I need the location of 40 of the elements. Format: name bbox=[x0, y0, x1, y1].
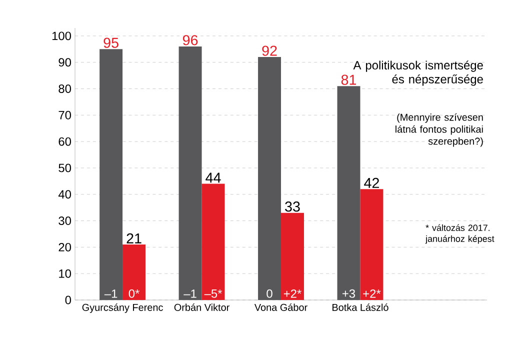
y-tick-label: 80 bbox=[58, 84, 72, 93]
y-tick-label: 90 bbox=[58, 58, 72, 67]
annotation: –1 bbox=[184, 290, 196, 298]
y-tick-label: 20 bbox=[58, 242, 72, 252]
x-tick-label: Gyurcsány Ferenc bbox=[82, 304, 163, 313]
data-label: 21 bbox=[126, 233, 142, 244]
y-tick-label: 10 bbox=[59, 269, 72, 278]
x-tick-label: Botka László bbox=[332, 304, 388, 311]
y-tick-label: 100 bbox=[52, 32, 72, 40]
annotation: +3 bbox=[342, 289, 356, 298]
data-label: 33 bbox=[285, 202, 300, 212]
annotation: +2* bbox=[363, 289, 381, 298]
data-label: 95 bbox=[104, 38, 118, 48]
y-tick-label: 40 bbox=[58, 190, 72, 199]
bar bbox=[281, 212, 304, 300]
data-label: 44 bbox=[206, 172, 221, 183]
bar bbox=[202, 184, 225, 300]
annotation: 0 bbox=[266, 289, 272, 298]
y-tick-label: 60 bbox=[58, 137, 72, 146]
annotation: +2* bbox=[284, 289, 302, 298]
bar bbox=[360, 189, 384, 300]
x-tick-label: Orbán Viktor bbox=[174, 304, 230, 311]
y-tick-label: 30 bbox=[58, 216, 72, 225]
y-tick-label: 0 bbox=[65, 296, 72, 304]
text: * változás 2017. januárhoz képest bbox=[425, 224, 494, 244]
text: (Mennyire szívesen látná fontos politikai szerepben?) bbox=[396, 113, 483, 147]
x-tick-label: Vona Gábor bbox=[254, 304, 308, 311]
bar bbox=[258, 57, 282, 300]
y-tick-label: 50 bbox=[58, 164, 72, 172]
annotation: –1 bbox=[104, 290, 118, 298]
bar bbox=[178, 46, 202, 300]
bar bbox=[122, 244, 146, 300]
annotation: –5* bbox=[204, 289, 222, 298]
data-label: 96 bbox=[182, 35, 198, 46]
annotation: 0* bbox=[128, 289, 140, 298]
y-tick-label: 70 bbox=[58, 110, 72, 120]
bar bbox=[100, 49, 123, 300]
data-label: 92 bbox=[262, 46, 277, 56]
bar bbox=[337, 86, 360, 300]
data-label: 42 bbox=[364, 178, 379, 188]
